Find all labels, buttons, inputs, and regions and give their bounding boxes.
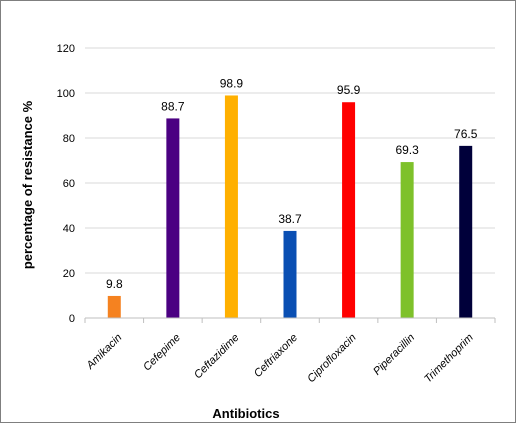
bar-piperacillin <box>400 162 414 318</box>
y-tick-label: 20 <box>63 268 75 280</box>
bar-trimethoprim <box>459 145 473 318</box>
y-tick-label: 80 <box>63 133 75 145</box>
bar-cefepime <box>166 118 180 318</box>
x-category-label: Ceftriaxone <box>252 332 300 380</box>
data-label: 9.8 <box>106 277 123 291</box>
bar-amikacin <box>107 295 121 318</box>
data-label: 88.7 <box>161 99 185 113</box>
y-axis-tick-labels: 0 20 40 60 80 100 120 <box>57 43 75 325</box>
x-category-label: Amikacin <box>84 332 125 373</box>
y-axis-title: percentage of resistance % <box>20 100 35 269</box>
y-tick-label: 0 <box>69 313 75 325</box>
x-category-label: Ciprofloxacin <box>305 332 358 385</box>
bar-ciprofloxacin <box>342 102 356 318</box>
data-label: 76.5 <box>454 127 478 141</box>
bar-ceftriaxone <box>283 230 297 318</box>
bars <box>107 95 473 318</box>
bar-ceftazidime <box>224 95 238 318</box>
data-label: 95.9 <box>337 83 361 97</box>
y-tick-label: 40 <box>63 223 75 235</box>
gridlines <box>85 47 495 274</box>
x-category-label: Piperacillin <box>371 332 417 378</box>
x-category-label: Cefepime <box>141 332 183 374</box>
x-axis-title: Antibiotics <box>212 406 279 421</box>
data-label: 69.3 <box>395 143 419 157</box>
y-tick-label: 60 <box>63 178 75 190</box>
data-labels: 9.8 88.7 98.9 38.7 95.9 69.3 76.5 <box>106 76 478 290</box>
y-tick-label: 120 <box>57 43 75 55</box>
x-axis-category-labels: Amikacin Cefepime Ceftazidime Ceftriaxone Ci… <box>84 332 476 386</box>
y-tick-label: 100 <box>57 88 75 100</box>
x-category-label: Ceftazidime <box>192 332 242 382</box>
x-category-label: Trimethoprim <box>422 332 476 386</box>
data-label: 98.9 <box>220 76 244 90</box>
x-axis-ticks <box>84 318 496 323</box>
data-label: 38.7 <box>278 212 302 226</box>
